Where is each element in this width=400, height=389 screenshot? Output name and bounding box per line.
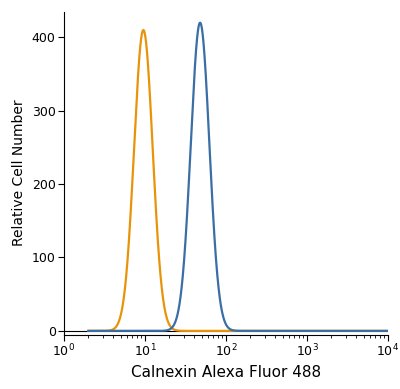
- X-axis label: Calnexin Alexa Fluor 488: Calnexin Alexa Fluor 488: [131, 365, 321, 380]
- Y-axis label: Relative Cell Number: Relative Cell Number: [12, 100, 26, 246]
